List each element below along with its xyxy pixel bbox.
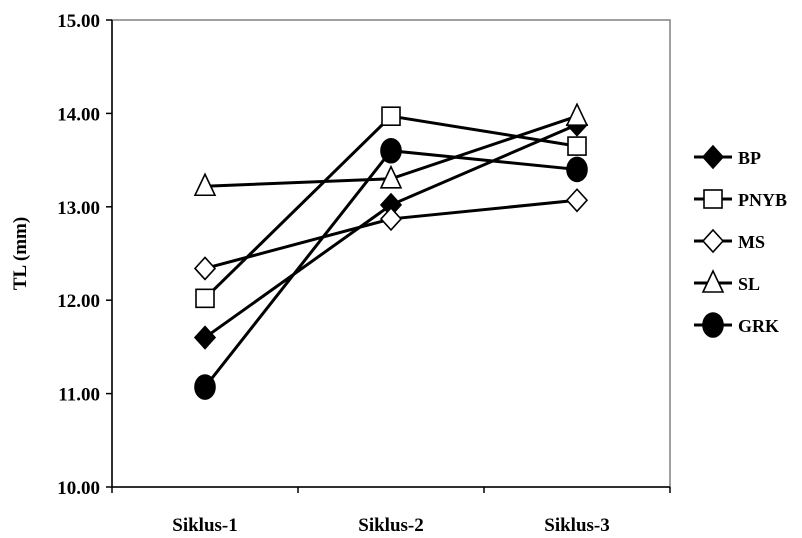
y-tick-label: 10.00	[57, 478, 100, 499]
data-point-bp	[193, 325, 217, 350]
legend-label-ms: MS	[738, 232, 765, 252]
data-point-ms	[379, 206, 403, 232]
x-tick-label: Siklus-2	[358, 515, 423, 536]
y-tick-label: 11.00	[58, 385, 100, 406]
y-tick-label: 12.00	[57, 291, 100, 312]
legend-label-pnyb: PNYB	[738, 190, 787, 210]
legend: BP PNYB MS SL GRK	[694, 144, 787, 338]
legend-label-grk: GRK	[738, 316, 779, 336]
data-point-grk	[194, 374, 216, 400]
legend-marker-ms	[701, 228, 725, 254]
y-axis-label: TL (mm)	[10, 217, 31, 290]
legend-marker-pnyb	[703, 189, 723, 209]
x-tick-label: Siklus-3	[544, 515, 609, 536]
data-point-sl	[379, 164, 403, 189]
legend-marker-grk	[702, 312, 724, 338]
data-point-sl	[193, 172, 217, 197]
axes: 10.00 11.00 12.00 13.00 14.00 15.00 Siklus-1 Si…	[10, 11, 671, 536]
x-tick-label: Siklus-1	[172, 515, 237, 536]
legend-label-bp: BP	[738, 148, 761, 168]
data-point-ms	[565, 188, 589, 213]
legend-marker-sl	[701, 269, 725, 293]
data-point-ms	[193, 256, 217, 281]
y-tick-label: 13.00	[57, 198, 100, 219]
legend-marker-bp	[701, 144, 725, 170]
data-point-pnyb	[381, 106, 401, 127]
y-tick-label: 15.00	[57, 11, 100, 32]
data-point-pnyb	[567, 136, 587, 156]
data-point-grk	[566, 156, 588, 183]
y-tick-label: 14.00	[57, 104, 100, 125]
series-markers	[193, 102, 589, 400]
data-point-sl	[565, 102, 589, 127]
data-point-pnyb	[195, 288, 215, 309]
data-point-grk	[380, 137, 402, 164]
legend-label-sl: SL	[738, 274, 760, 294]
plot-area-border	[111, 19, 671, 488]
